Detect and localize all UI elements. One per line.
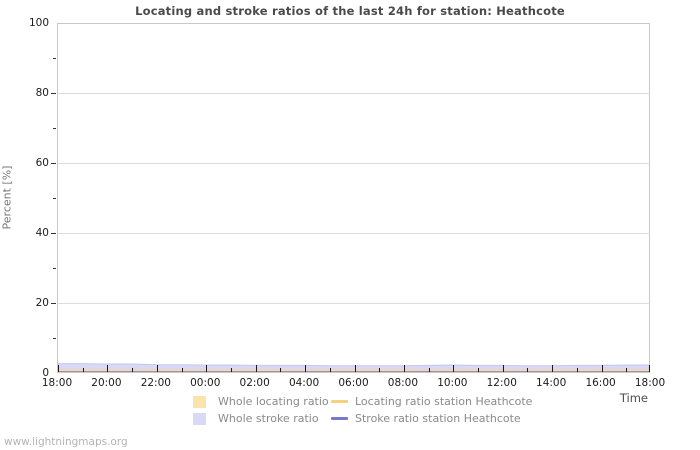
x-tick-label-20: 14:00 bbox=[536, 377, 567, 389]
x-tick-label-0: 18:00 bbox=[41, 377, 73, 389]
x-tick-15 bbox=[428, 368, 430, 372]
x-tick-2 bbox=[107, 365, 109, 372]
x-tick-1 bbox=[82, 368, 84, 372]
y-tick-major-80 bbox=[51, 93, 56, 94]
x-tick-19 bbox=[527, 368, 529, 372]
y-tick-major-60 bbox=[51, 163, 56, 164]
y-tick-minor-10 bbox=[53, 338, 56, 339]
x-tick-label-10: 04:00 bbox=[288, 377, 320, 389]
legend: Whole locating ratio Locating ratio stat… bbox=[193, 393, 532, 427]
x-tick-label-12: 06:00 bbox=[338, 377, 369, 389]
x-tick-20 bbox=[552, 365, 554, 372]
y-tick-minor-30 bbox=[53, 268, 56, 269]
x-axis-label: Time bbox=[619, 391, 648, 405]
x-tick-9 bbox=[280, 368, 282, 372]
legend-swatch-whole-locating bbox=[193, 395, 206, 408]
x-tick-16 bbox=[453, 365, 455, 372]
y-tick-minor-70 bbox=[53, 128, 56, 129]
watermark-link: www.lightningmaps.org bbox=[4, 436, 128, 448]
x-tick-7 bbox=[230, 368, 232, 372]
x-tick-0 bbox=[58, 365, 59, 372]
legend-swatch-stroke-station bbox=[331, 417, 348, 420]
x-tick-13 bbox=[379, 368, 381, 372]
legend-label-stroke-station: Stroke ratio station Heathcote bbox=[355, 412, 521, 425]
y-tick-label-100: 100 bbox=[28, 17, 49, 29]
y-tick-label-40: 40 bbox=[35, 227, 49, 239]
legend-label-locating-station: Locating ratio station Heathcote bbox=[355, 395, 533, 408]
x-tick-11 bbox=[329, 368, 331, 372]
gridline-20 bbox=[57, 302, 650, 304]
x-tick-label-18: 12:00 bbox=[486, 377, 517, 389]
x-tick-22 bbox=[601, 365, 603, 372]
y-tick-major-40 bbox=[51, 233, 56, 234]
x-tick-label-16: 10:00 bbox=[437, 377, 468, 389]
legend-row: Whole locating ratio Locating ratio stat… bbox=[193, 393, 532, 410]
x-tick-label-14: 08:00 bbox=[387, 377, 419, 389]
x-tick-17 bbox=[478, 368, 480, 372]
gridline-80 bbox=[57, 92, 650, 94]
x-tick-21 bbox=[576, 368, 578, 372]
x-tick-label-8: 02:00 bbox=[239, 377, 270, 389]
x-tick-24 bbox=[649, 365, 650, 372]
y-tick-major-20 bbox=[51, 303, 56, 304]
x-tick-12 bbox=[354, 365, 356, 372]
x-tick-6 bbox=[206, 365, 208, 372]
legend-swatch-locating-station bbox=[331, 400, 348, 403]
legend-swatch-whole-stroke bbox=[193, 412, 206, 425]
x-tick-label-22: 16:00 bbox=[585, 377, 616, 389]
x-tick-14 bbox=[403, 365, 405, 372]
x-tick-3 bbox=[132, 368, 134, 372]
x-tick-23 bbox=[626, 368, 628, 372]
legend-row: Whole stroke ratio Stroke ratio station … bbox=[193, 410, 532, 427]
series-canvas bbox=[58, 363, 649, 372]
x-tick-label-4: 22:00 bbox=[140, 377, 171, 389]
gridline-40 bbox=[57, 232, 650, 234]
chart-title: Locating and stroke ratios of the last 2… bbox=[135, 4, 565, 18]
x-tick-label-2: 20:00 bbox=[91, 377, 122, 389]
y-tick-minor-90 bbox=[53, 58, 56, 59]
legend-label-whole-locating: Whole locating ratio bbox=[218, 395, 329, 408]
x-tick-label-24: 18:00 bbox=[634, 377, 666, 389]
legend-label-whole-stroke: Whole stroke ratio bbox=[218, 412, 319, 425]
y-tick-label-60: 60 bbox=[35, 157, 49, 169]
y-tick-label-20: 20 bbox=[35, 297, 49, 309]
x-tick-8 bbox=[255, 365, 257, 372]
y-tick-minor-50 bbox=[53, 198, 56, 199]
y-tick-label-0: 0 bbox=[42, 367, 49, 379]
y-axis-label: Percent [%] bbox=[0, 165, 14, 230]
gridline-60 bbox=[57, 162, 650, 164]
x-tick-18 bbox=[502, 365, 504, 372]
x-tick-5 bbox=[181, 368, 183, 372]
x-tick-10 bbox=[305, 365, 307, 372]
plot-area bbox=[57, 23, 650, 373]
y-tick-label-80: 80 bbox=[35, 87, 49, 99]
x-tick-label-6: 00:00 bbox=[190, 377, 221, 389]
x-tick-4 bbox=[156, 365, 158, 372]
